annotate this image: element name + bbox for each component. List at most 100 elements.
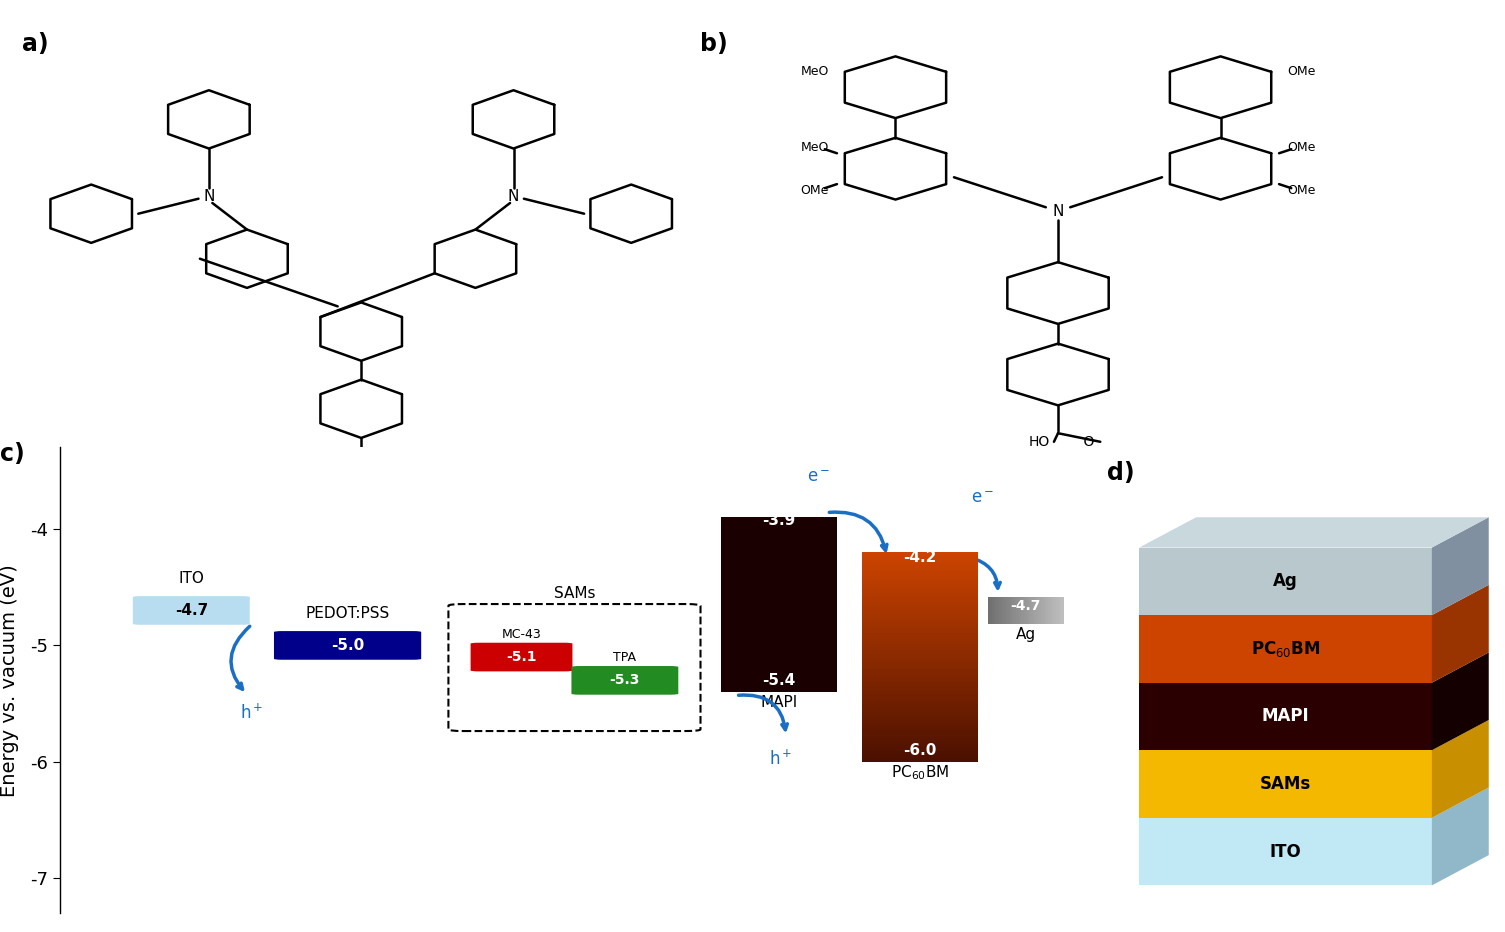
Bar [862, 566, 978, 568]
Text: HO: HO [333, 473, 354, 487]
Text: MC-43: MC-43 [501, 628, 542, 641]
Polygon shape [1139, 517, 1488, 548]
Bar [862, 563, 978, 566]
Bar [1005, 597, 1007, 624]
Bar [862, 557, 978, 560]
Text: O: O [1066, 435, 1094, 449]
Bar [999, 597, 1001, 624]
Polygon shape [1139, 615, 1431, 682]
Bar [1013, 597, 1014, 624]
Bar [1020, 597, 1022, 624]
Y-axis label: Energy vs. vacuum (eV): Energy vs. vacuum (eV) [0, 564, 20, 797]
Text: O: O [361, 473, 390, 487]
Bar [992, 597, 993, 624]
Bar [1029, 597, 1031, 624]
Bar [862, 657, 978, 660]
Bar [862, 637, 978, 638]
Bar [1050, 597, 1052, 624]
Bar [862, 650, 978, 651]
Text: Ag: Ag [1273, 572, 1297, 590]
Bar [1054, 597, 1057, 624]
Polygon shape [1139, 682, 1431, 750]
Bar [1031, 597, 1034, 624]
Bar [862, 705, 978, 706]
Polygon shape [1139, 750, 1431, 818]
Bar [1052, 597, 1054, 624]
Bar [862, 670, 978, 673]
Bar [862, 586, 978, 589]
Bar [1026, 597, 1028, 624]
Bar [1001, 597, 1002, 624]
Text: MeO: MeO [801, 65, 829, 78]
Bar [1019, 597, 1020, 624]
Bar [862, 738, 978, 741]
Bar [1022, 597, 1023, 624]
Bar [1016, 597, 1019, 624]
Bar [862, 706, 978, 709]
Bar [1043, 597, 1044, 624]
Bar [1035, 597, 1037, 624]
Bar [862, 602, 978, 605]
Bar [1058, 597, 1060, 624]
FancyBboxPatch shape [572, 666, 679, 694]
Polygon shape [1431, 652, 1488, 750]
Bar [862, 744, 978, 747]
Bar [862, 625, 978, 628]
Text: -5.1: -5.1 [506, 650, 537, 665]
Bar [1044, 597, 1046, 624]
Bar [862, 733, 978, 735]
Text: SAMs: SAMs [554, 585, 594, 600]
Bar [862, 748, 978, 751]
Bar [862, 665, 978, 667]
Bar [1060, 597, 1061, 624]
Text: -4.7: -4.7 [1010, 599, 1041, 613]
Bar [862, 654, 978, 657]
Bar [862, 663, 978, 665]
Text: e$^-$: e$^-$ [971, 489, 995, 507]
Bar [862, 555, 978, 557]
Bar [1038, 597, 1041, 624]
Text: PEDOT:PSS: PEDOT:PSS [306, 606, 390, 621]
Bar [1041, 597, 1043, 624]
Text: N: N [203, 189, 215, 204]
Text: -6.0: -6.0 [903, 743, 936, 758]
Bar [1037, 597, 1038, 624]
Bar [862, 573, 978, 576]
Polygon shape [1431, 720, 1488, 818]
Bar [862, 722, 978, 725]
Bar [862, 712, 978, 715]
Bar [1034, 597, 1035, 624]
Bar [862, 728, 978, 731]
Text: OMe: OMe [1287, 184, 1315, 197]
Bar [862, 638, 978, 641]
Bar [1014, 597, 1016, 624]
Text: MAPI: MAPI [1261, 707, 1309, 725]
Bar [862, 570, 978, 573]
Bar [862, 618, 978, 621]
Text: MAPI: MAPI [760, 695, 798, 710]
Bar [862, 692, 978, 693]
Bar [862, 592, 978, 595]
Text: SAMs: SAMs [1260, 775, 1311, 793]
Text: -5.0: -5.0 [331, 637, 364, 653]
Bar [862, 741, 978, 744]
Text: N: N [507, 189, 519, 204]
Text: h$^+$: h$^+$ [239, 704, 263, 723]
FancyBboxPatch shape [274, 631, 421, 660]
Text: OMe: OMe [1287, 65, 1315, 78]
FancyBboxPatch shape [132, 596, 250, 624]
Bar [862, 676, 978, 678]
Bar [1057, 597, 1058, 624]
Bar [862, 596, 978, 599]
Bar [862, 552, 978, 555]
Bar [862, 702, 978, 705]
Polygon shape [1431, 517, 1488, 615]
Bar [987, 597, 990, 624]
Bar [1008, 597, 1010, 624]
Bar [993, 597, 995, 624]
Bar [1023, 597, 1026, 624]
Text: ITO: ITO [1270, 843, 1302, 860]
Bar [862, 699, 978, 702]
Bar [862, 718, 978, 720]
Bar [1049, 597, 1050, 624]
